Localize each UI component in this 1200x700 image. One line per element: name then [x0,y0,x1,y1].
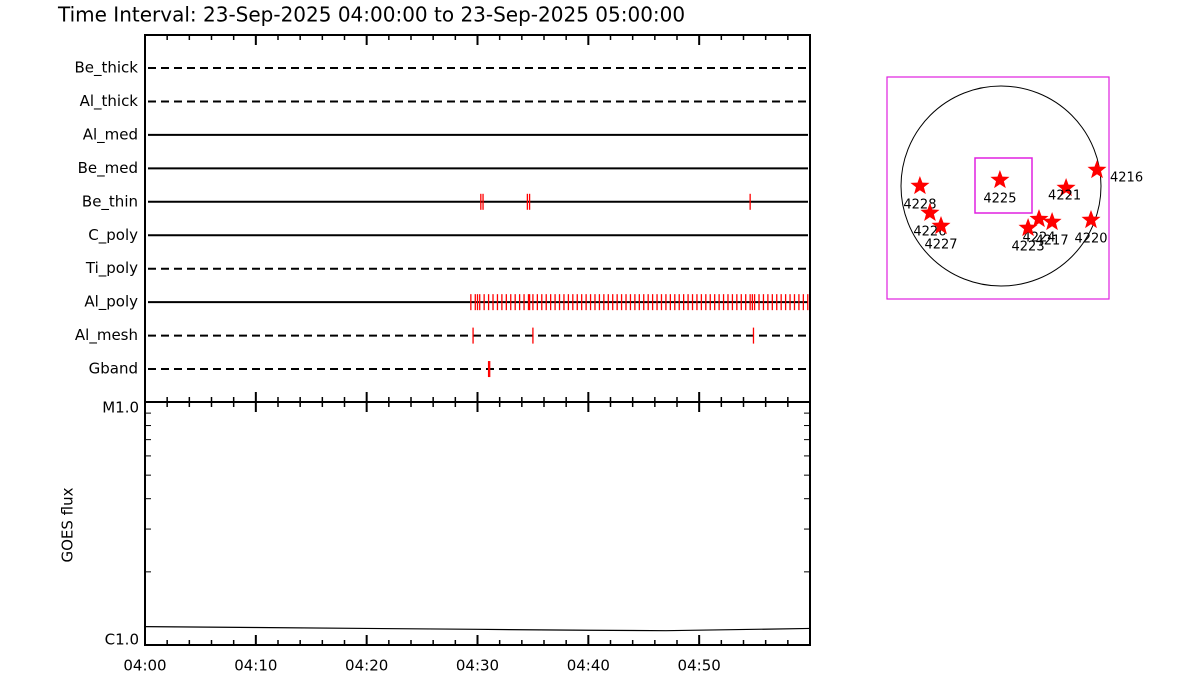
region-label: 4224 [1022,231,1055,246]
region-star [1056,178,1076,197]
x-tick-label: 04:20 [345,657,388,675]
y-tick-label: C1.0 [105,631,139,649]
region-label: 4223 [1012,240,1045,255]
region-star [1018,218,1038,237]
x-tick-label: 04:50 [678,657,721,675]
region-label: 4216 [1110,171,1143,186]
region-star [1042,212,1062,231]
row-label: Gband [89,360,138,378]
chart-title: Time Interval: 23-Sep-2025 04:00:00 to 2… [57,3,685,27]
goes-curve [144,626,811,632]
region-label: 4227 [924,238,957,253]
region-label: 4225 [983,192,1016,207]
x-tick-label: 04:40 [567,657,610,675]
x-tick-label: 04:30 [456,657,499,675]
region-star [1081,210,1101,229]
region-star [990,170,1010,189]
region-star [931,216,951,235]
y-tick-label: M1.0 [102,399,139,417]
region-star [1029,209,1049,228]
row-label: Ti_poly [85,259,138,278]
solar-limb [900,85,1102,287]
row-label: Be_thin [82,192,138,211]
region-label: 4221 [1048,189,1081,204]
region-label: 4220 [1074,232,1107,247]
x-tick-label: 04:10 [234,657,277,675]
plot-frame [144,34,811,646]
region-star [910,176,930,195]
region-label: 4217 [1036,234,1069,249]
row-label: C_poly [88,226,138,245]
y-axis-label: GOES flux [59,487,77,562]
region-star [1087,160,1107,179]
region-star [920,202,940,221]
row-label: Al_mesh [75,326,138,345]
row-label: Be_thick [74,59,138,78]
row-label: Al_med [83,125,138,144]
row-label: Al_poly [84,293,138,312]
map-frame [886,76,1110,300]
field-of-view [974,157,1033,214]
x-tick-label: 04:00 [123,657,166,675]
row-label: Al_thick [80,92,139,111]
row-label: Be_med [78,159,138,178]
